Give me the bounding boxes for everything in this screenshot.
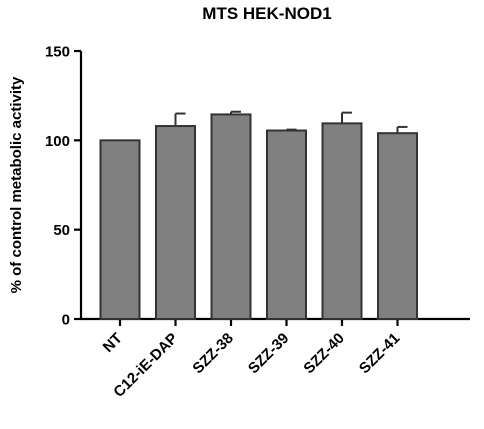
bar xyxy=(210,113,252,320)
bar xyxy=(155,125,196,321)
chart-title: MTS HEK-NOD1 xyxy=(202,4,331,23)
x-category-label: SZZ-39 xyxy=(245,330,292,377)
bar xyxy=(377,132,418,320)
x-category-label: NT xyxy=(100,330,126,356)
bar xyxy=(321,122,363,320)
y-tick-label: 50 xyxy=(53,222,70,239)
y-tick-label: 100 xyxy=(45,133,70,150)
x-category-label: SZZ-41 xyxy=(356,330,403,377)
y-tick-label: 0 xyxy=(62,312,70,329)
y-tick-label: 150 xyxy=(45,44,70,61)
x-category-label: SZZ-40 xyxy=(300,330,347,377)
bar xyxy=(99,139,141,320)
y-axis-label: % of control metabolic activity xyxy=(8,76,25,293)
bar xyxy=(266,129,307,320)
x-category-label: SZZ-38 xyxy=(189,330,236,377)
